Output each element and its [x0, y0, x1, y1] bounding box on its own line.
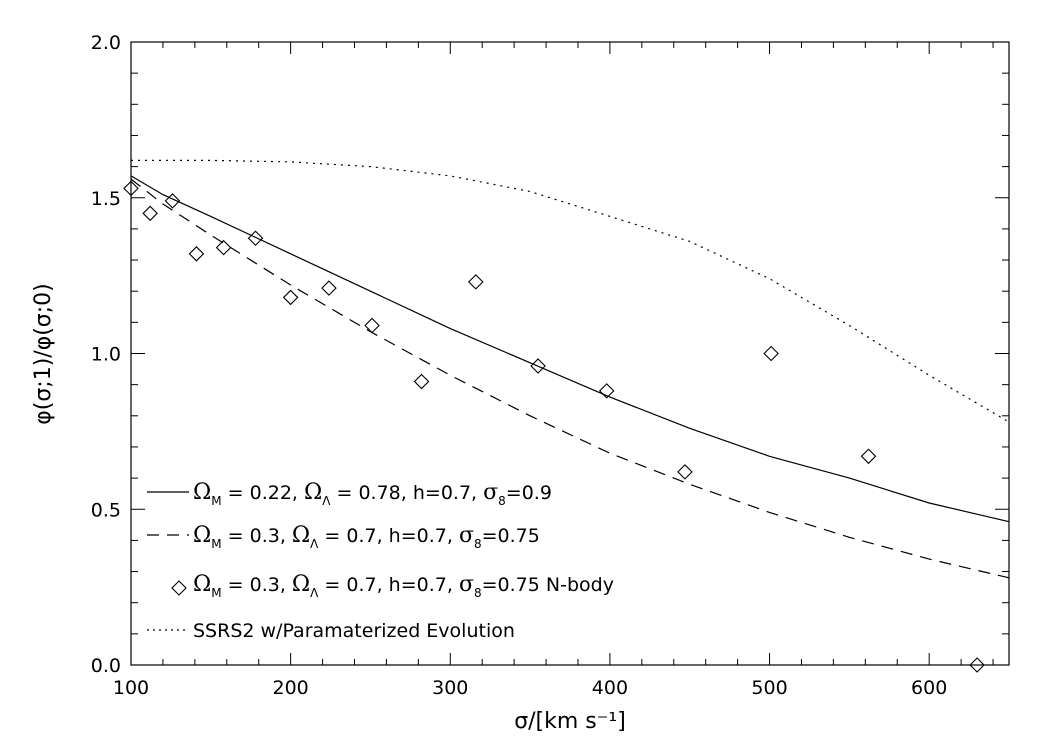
data-point-diamond: [247, 230, 264, 247]
data-point-diamond: [164, 193, 181, 209]
y-tick-label: 1.0: [91, 344, 121, 366]
data-point-diamond: [598, 383, 615, 399]
data-point-diamond: [364, 317, 380, 334]
legend-label-part: M: [211, 537, 221, 551]
chart-series: [123, 159, 1010, 673]
legend-label-part: =0.75 N-body: [482, 574, 614, 596]
data-point-diamond: [188, 246, 205, 262]
legend: ΩM = 0.22, ΩΛ = 0.78, h=0.7, σ8=0.9ΩM = …: [147, 480, 614, 642]
x-tick-label: 300: [432, 677, 468, 699]
data-point-diamond: [413, 373, 430, 390]
plot-frame: [130, 41, 1010, 666]
data-point-diamond: [123, 180, 139, 197]
legend-label-part: =0.9: [506, 482, 552, 504]
series-line-dashed: [130, 178, 1010, 579]
legend-label-part: Λ: [322, 494, 331, 508]
data-point-diamond: [969, 657, 985, 673]
legend-label-part: Ω: [193, 480, 211, 505]
legend-label-part: Ω: [292, 572, 310, 597]
legend-label-part: σ: [459, 523, 474, 548]
legend-label-part: = 0.3,: [222, 574, 292, 596]
data-point-diamond: [763, 345, 779, 362]
legend-label-part: 8: [474, 586, 482, 600]
x-tick-label: 600: [911, 677, 947, 699]
legend-label-part: 8: [474, 537, 482, 551]
data-point-diamond: [282, 289, 299, 306]
legend-label-part: 8: [498, 494, 506, 508]
legend-label-part: Ω: [193, 572, 211, 597]
data-point-diamond: [215, 239, 232, 256]
series-line-dotted: [131, 159, 1010, 423]
data-point-diamond: [468, 274, 484, 290]
legend-label-part: = 0.7, h=0.7,: [318, 574, 459, 596]
legend-label-part: σ: [483, 480, 498, 505]
y-tick-label: 0.5: [91, 499, 121, 521]
y-tick-label: 2.0: [91, 32, 121, 54]
y-tick-label: 1.5: [91, 188, 121, 210]
x-tick-label: 200: [273, 677, 309, 699]
data-point-diamond: [142, 205, 158, 222]
x-axis-label: σ/[km s⁻¹]: [514, 709, 626, 734]
legend-label-part: Λ: [310, 586, 319, 600]
legend-label: ΩM = 0.3, ΩΛ = 0.7, h=0.7, σ8=0.75: [193, 523, 540, 551]
data-point-diamond: [860, 448, 877, 465]
data-point-diamond: [321, 280, 337, 296]
x-tick-label: 100: [113, 677, 149, 699]
x-tick-label: 500: [751, 677, 787, 699]
y-tick-label: 0.0: [91, 655, 121, 677]
axis-ticks: 100 200 300 400 500 600 0.0 0.5 1.0 1.5 2.0: [91, 32, 1009, 699]
legend-label-part: Ω: [304, 480, 322, 505]
legend-label-part: Λ: [310, 537, 319, 551]
y-axis-label: φ(σ;1)/φ(σ;0): [31, 283, 56, 424]
legend-label: SSRS2 w/Paramaterized Evolution: [193, 620, 515, 642]
legend-label-part: M: [211, 586, 221, 600]
legend-label: ΩM = 0.3, ΩΛ = 0.7, h=0.7, σ8=0.75 N-bod…: [193, 572, 614, 600]
legend-marker-diamond: [171, 580, 187, 596]
legend-label-part: =0.75: [482, 525, 540, 547]
data-point-diamond: [677, 464, 693, 480]
legend-label-part: Ω: [292, 523, 310, 548]
legend-label-part: = 0.7, h=0.7,: [318, 525, 459, 547]
x-tick-label: 400: [592, 677, 628, 699]
series-line-solid: [130, 175, 1010, 523]
legend-label-part: = 0.3,: [222, 525, 292, 547]
legend-label: ΩM = 0.22, ΩΛ = 0.78, h=0.7, σ8=0.9: [193, 480, 552, 508]
legend-label-part: σ: [459, 572, 474, 597]
legend-label-part: Ω: [193, 523, 211, 548]
data-point-diamond: [530, 358, 546, 374]
legend-label-part: M: [211, 494, 221, 508]
legend-label-part: = 0.22,: [222, 482, 304, 504]
legend-label-part: = 0.78, h=0.7,: [330, 482, 483, 504]
